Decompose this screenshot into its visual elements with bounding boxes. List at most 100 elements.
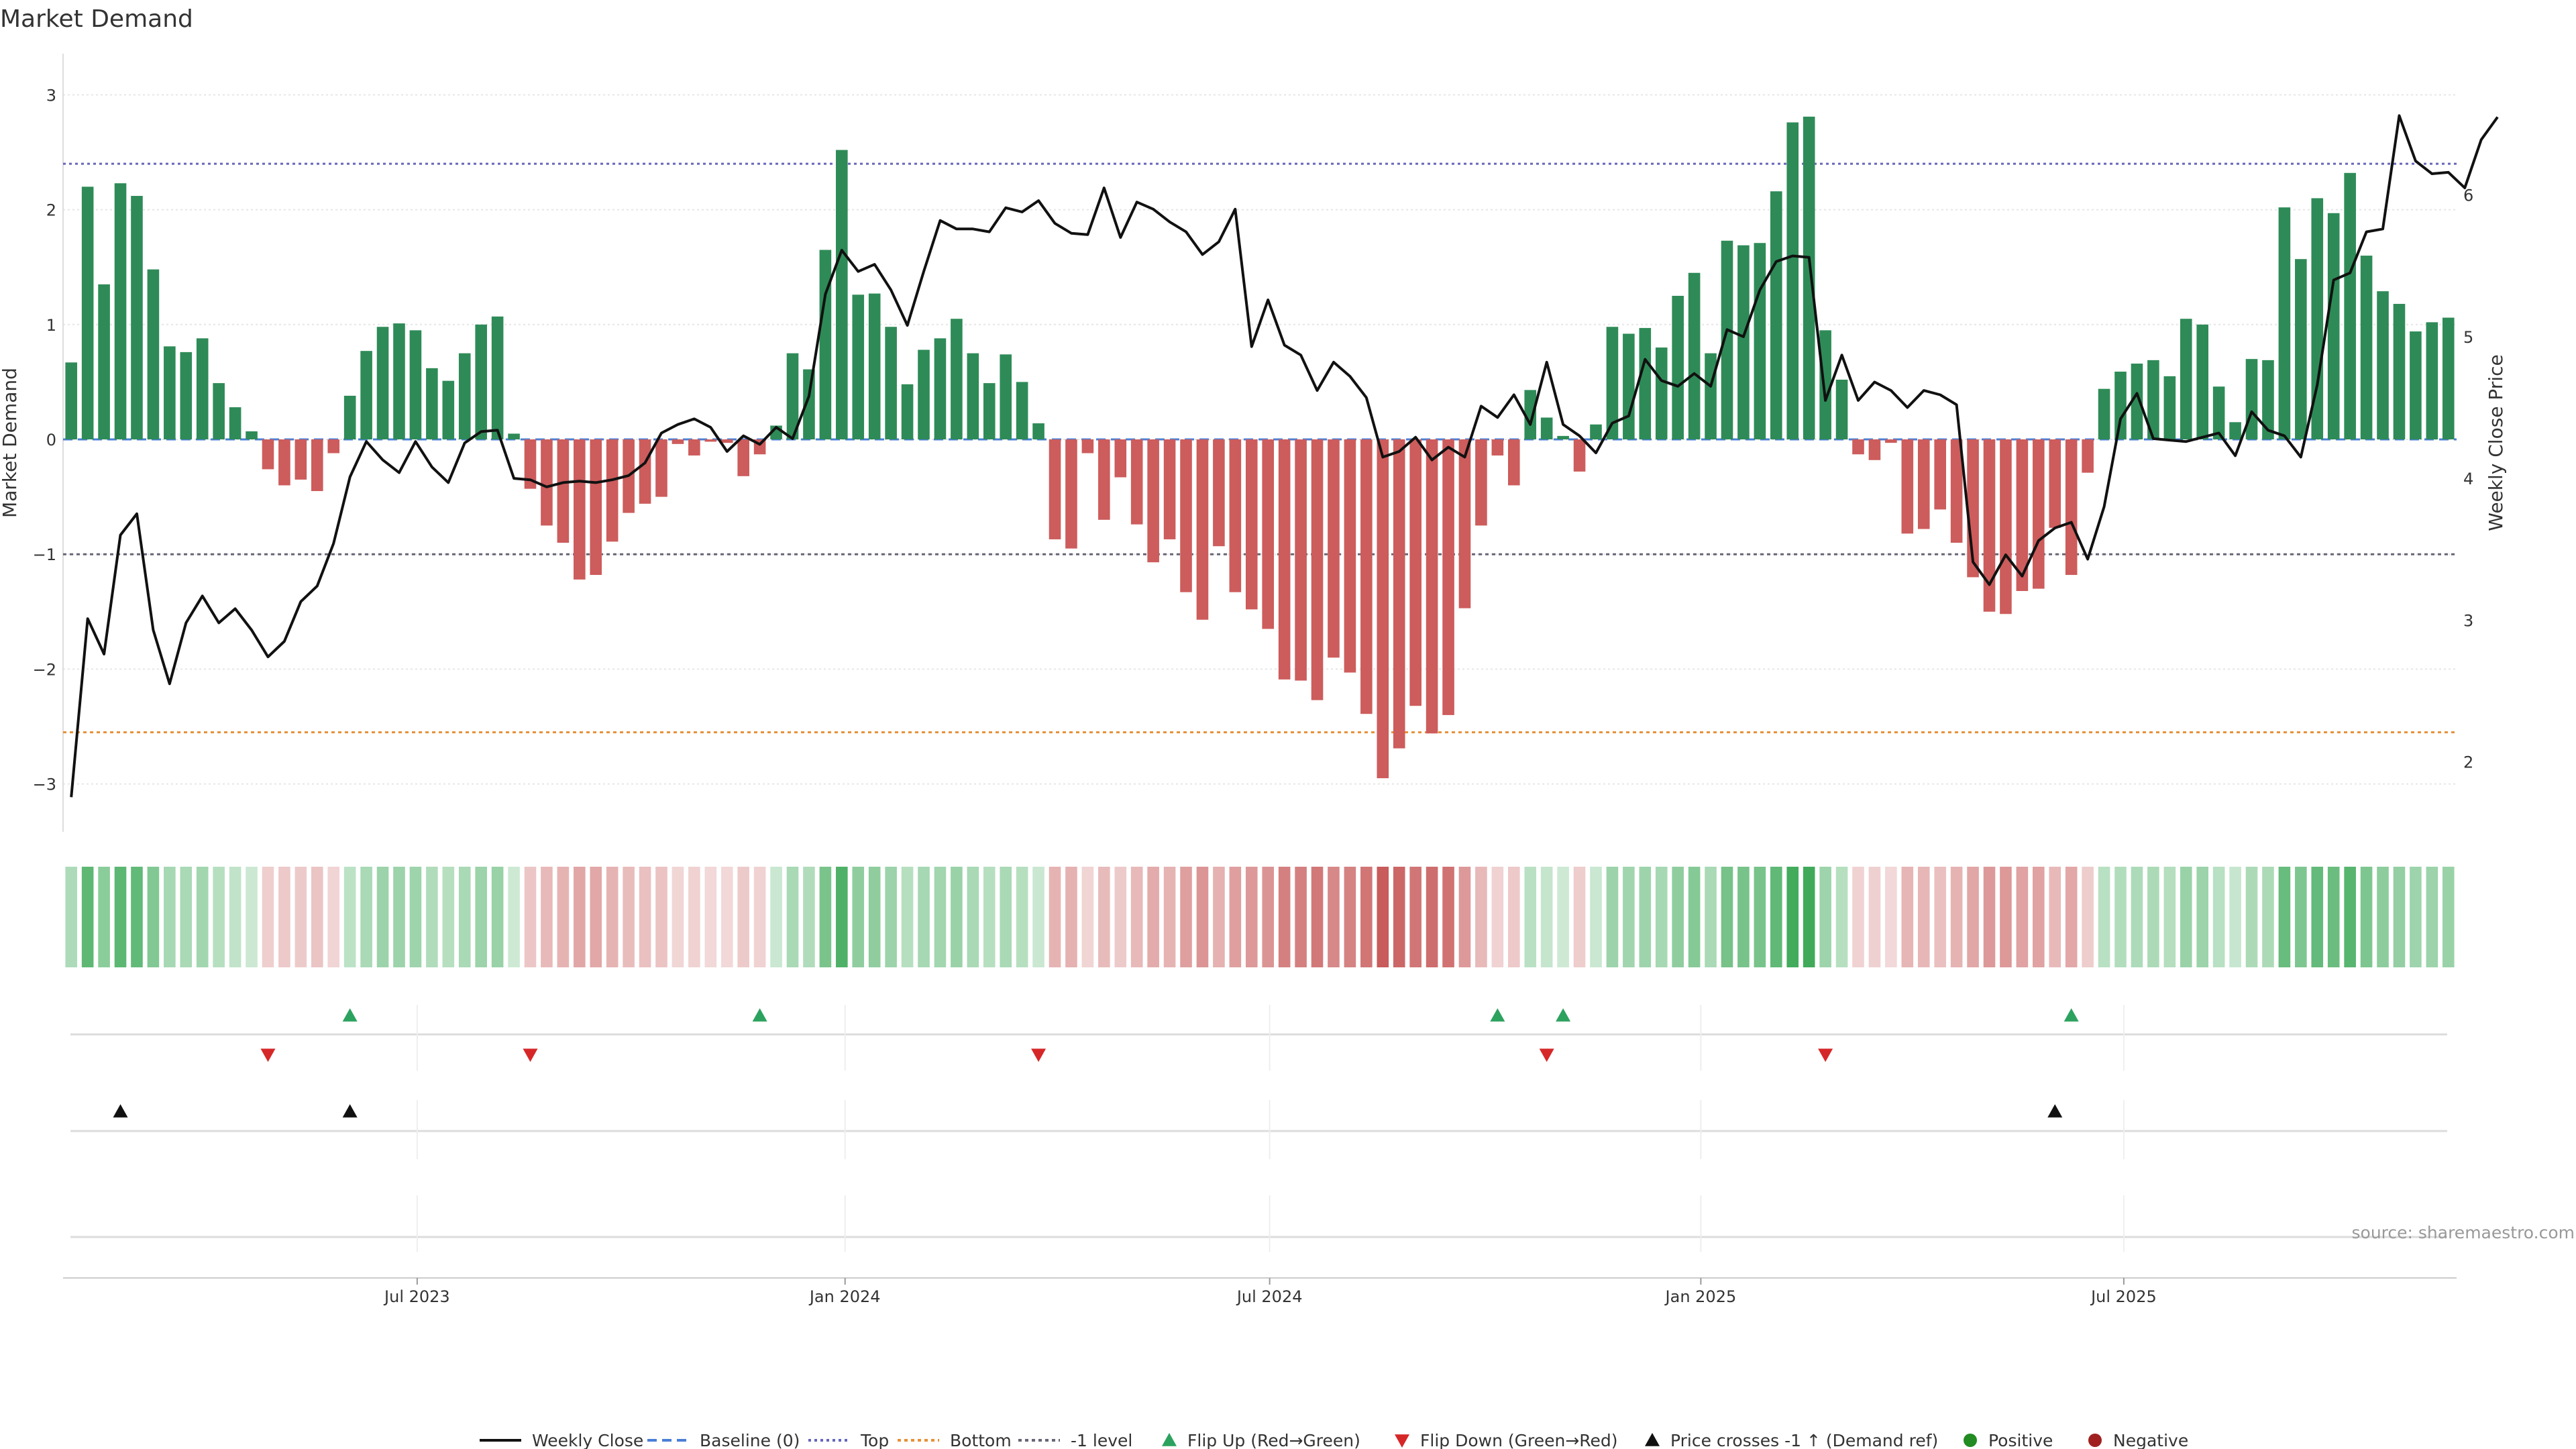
demand-bar bbox=[1524, 390, 1537, 439]
x-tick-label: Jan 2025 bbox=[1664, 1287, 1737, 1306]
flip-down-marker bbox=[1818, 1049, 1833, 1062]
heat-cell bbox=[1868, 867, 1881, 967]
demand-bar bbox=[1475, 439, 1487, 526]
demand-bar bbox=[229, 407, 241, 439]
demand-bar bbox=[442, 380, 455, 439]
heat-cell bbox=[2360, 867, 2373, 967]
demand-bar bbox=[1130, 439, 1143, 525]
demand-bar bbox=[1983, 439, 1996, 612]
heat-cell bbox=[1786, 867, 1799, 967]
heat-cell bbox=[2344, 867, 2356, 967]
demand-bar bbox=[2442, 317, 2455, 439]
heat-cell bbox=[1737, 867, 1750, 967]
demand-bar bbox=[819, 250, 832, 439]
heat-cell bbox=[1623, 867, 1635, 967]
demand-bar bbox=[606, 439, 619, 542]
demand-bar bbox=[590, 439, 602, 576]
demand-bar bbox=[1442, 439, 1454, 715]
heat-cell bbox=[213, 867, 225, 967]
demand-bar bbox=[1016, 382, 1028, 439]
demand-bar bbox=[951, 319, 963, 439]
flip-down-marker bbox=[1031, 1049, 1046, 1062]
heat-cell bbox=[1213, 867, 1225, 967]
demand-bar bbox=[1835, 379, 1848, 439]
right-axis-ticks: 6 5 4 3 2 bbox=[2463, 186, 2473, 772]
heat-cell bbox=[901, 867, 914, 967]
heat-cell bbox=[1475, 867, 1487, 967]
y-right-tick-label: 6 bbox=[2463, 186, 2473, 205]
demand-bar bbox=[1540, 417, 1553, 439]
heat-cell bbox=[1672, 867, 1684, 967]
heat-cell bbox=[541, 867, 553, 967]
demand-bar bbox=[2360, 256, 2373, 439]
demand-bar bbox=[1868, 439, 1881, 460]
demand-bar bbox=[1081, 439, 1094, 453]
heat-cell bbox=[2082, 867, 2094, 967]
demand-bar bbox=[786, 353, 799, 439]
demand-bar bbox=[409, 330, 422, 439]
heat-cell bbox=[623, 867, 635, 967]
demand-bar bbox=[278, 439, 290, 486]
legend-label: Top bbox=[860, 1431, 889, 1449]
demand-bar bbox=[131, 196, 143, 439]
x-tick-label: Jul 2024 bbox=[1236, 1287, 1303, 1306]
heat-cell bbox=[1491, 867, 1504, 967]
heat-cell bbox=[1590, 867, 1602, 967]
demand-bar bbox=[1245, 439, 1258, 610]
y-right-tick-label: 5 bbox=[2463, 328, 2473, 347]
heat-cell bbox=[114, 867, 127, 967]
heat-cell bbox=[1950, 867, 1963, 967]
heat-cell bbox=[720, 867, 733, 967]
heat-cell bbox=[918, 867, 930, 967]
heat-cell bbox=[311, 867, 323, 967]
demand-bar bbox=[983, 383, 996, 439]
flip-up-marker bbox=[752, 1008, 767, 1022]
demand-bar bbox=[1590, 424, 1602, 439]
heat-cell bbox=[1573, 867, 1586, 967]
demand-bar bbox=[688, 439, 700, 455]
flip-up-marker bbox=[1556, 1008, 1571, 1022]
heat-cell bbox=[1557, 867, 1569, 967]
demand-bar bbox=[1344, 439, 1356, 673]
chart-title: Market Demand bbox=[0, 5, 193, 33]
demand-bar bbox=[2000, 439, 2012, 614]
demand-bar bbox=[1639, 327, 1652, 439]
legend-swatch bbox=[1645, 1433, 1660, 1446]
heat-cell bbox=[180, 867, 193, 967]
heat-cell bbox=[1295, 867, 1307, 967]
heat-cell bbox=[1377, 867, 1389, 967]
demand-bar bbox=[1819, 330, 1831, 439]
heat-cell bbox=[688, 867, 700, 967]
heat-cell bbox=[951, 867, 963, 967]
heat-cell bbox=[2147, 867, 2159, 967]
demand-bar bbox=[1098, 439, 1110, 520]
heat-cell bbox=[1426, 867, 1438, 967]
demand-bar bbox=[376, 327, 389, 439]
demand-bar bbox=[426, 368, 438, 439]
demand-bar bbox=[934, 338, 947, 439]
demand-bars bbox=[65, 116, 2455, 779]
heat-cell bbox=[1803, 867, 1815, 967]
demand-bar bbox=[2180, 319, 2192, 439]
heat-cell bbox=[2229, 867, 2241, 967]
heat-cell bbox=[1442, 867, 1454, 967]
heat-cell bbox=[1540, 867, 1553, 967]
heat-cell bbox=[2180, 867, 2192, 967]
heat-cell bbox=[2131, 867, 2143, 967]
heat-cell bbox=[1147, 867, 1159, 967]
heat-cell bbox=[2410, 867, 2422, 967]
heat-cell bbox=[2442, 867, 2455, 967]
demand-bar bbox=[1491, 439, 1504, 455]
legend-label: -1 level bbox=[1071, 1431, 1132, 1449]
heat-cell bbox=[2262, 867, 2274, 967]
demand-bar bbox=[1049, 439, 1061, 539]
demand-bar bbox=[1623, 333, 1635, 439]
demand-bar bbox=[65, 362, 78, 439]
flip-down-marker bbox=[260, 1049, 276, 1062]
heat-cell bbox=[852, 867, 865, 967]
heat-cell bbox=[360, 867, 372, 967]
demand-bar bbox=[294, 439, 307, 480]
demand-bar bbox=[360, 351, 372, 439]
heat-cell bbox=[475, 867, 487, 967]
heat-cell bbox=[1016, 867, 1028, 967]
